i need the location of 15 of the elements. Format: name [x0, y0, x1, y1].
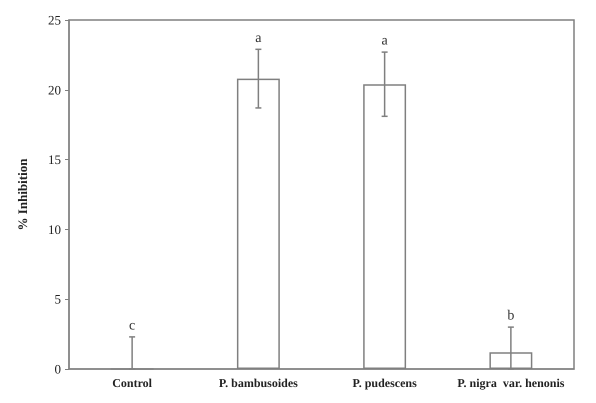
y-axis-title: % Inhibition	[15, 158, 30, 230]
x-tick-label: P. nigra var. henonis	[457, 376, 565, 390]
y-tick-label: 20	[48, 82, 61, 98]
y-tick-label: 0	[54, 362, 61, 376]
x-tick-label: P. pudescens	[352, 376, 418, 390]
annotation: c	[129, 318, 136, 334]
y-tick-label: 25	[48, 12, 61, 28]
annotation: b	[507, 308, 514, 324]
y-tick-label: 15	[48, 152, 61, 168]
x-tick-label: P. bambusoides	[218, 376, 298, 390]
x-tick-label: Control	[112, 376, 153, 390]
y-tick-label: 5	[54, 292, 61, 307]
annotation: a	[255, 30, 262, 46]
annotation: a	[382, 34, 389, 49]
y-tick-label: 10	[48, 222, 61, 237]
